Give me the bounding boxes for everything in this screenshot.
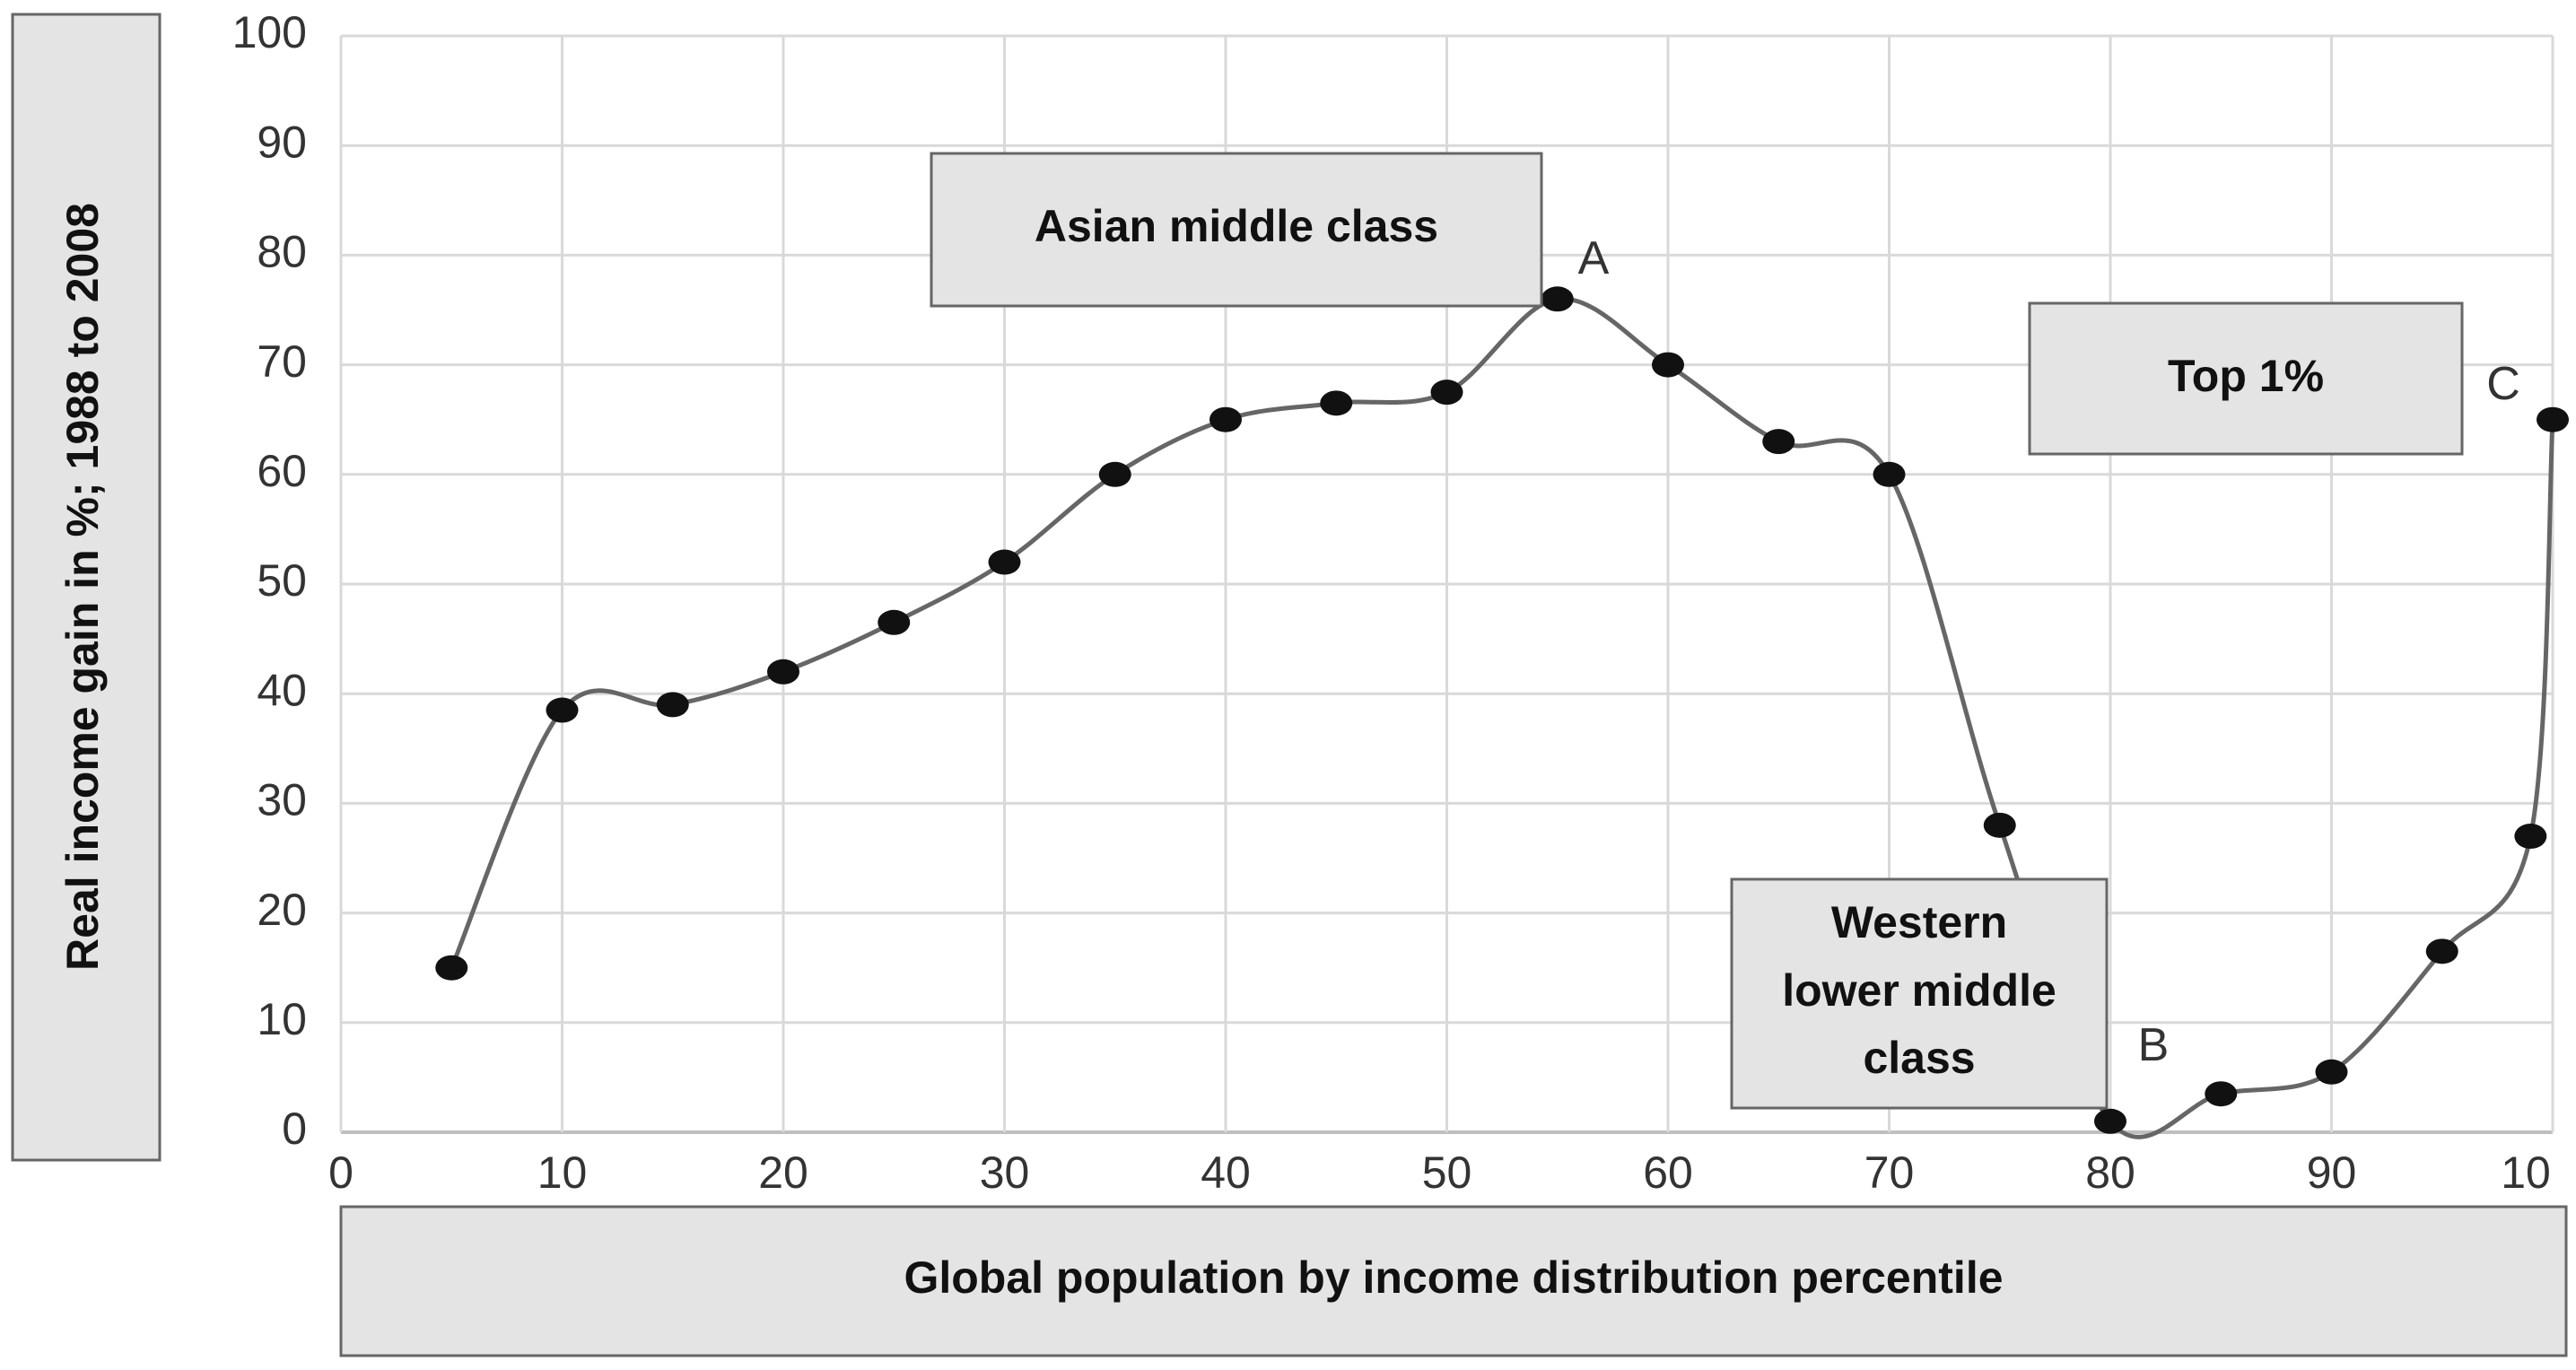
data-point: [988, 549, 1021, 575]
y-axis-title: Real income gain in %; 1988 to 2008: [57, 203, 108, 971]
x-tick-label: 10: [2501, 1147, 2551, 1198]
y-tick-label: 70: [257, 336, 307, 387]
x-tick-label: 70: [1864, 1147, 1915, 1198]
y-tick-label: 30: [257, 775, 307, 825]
y-tick-label: 0: [282, 1104, 307, 1154]
y-tick-label: 40: [257, 665, 307, 715]
data-point: [546, 697, 579, 723]
y-tick-labels: 0 10 20 30 40 50 60 70 80 90 100: [232, 7, 307, 1154]
data-points: [435, 286, 2569, 1134]
x-tick-label: 90: [2307, 1147, 2357, 1198]
y-tick-label: 50: [257, 555, 307, 606]
data-point: [2094, 1108, 2126, 1134]
data-point: [2205, 1081, 2238, 1107]
data-point: [435, 955, 468, 981]
data-point: [1652, 352, 1684, 378]
y-tick-label: 90: [257, 117, 307, 167]
x-axis-title-box: [339, 1205, 2568, 1357]
data-point: [1762, 429, 1795, 455]
data-point: [1430, 380, 1463, 406]
data-point: [1320, 390, 1353, 416]
point-label-a: A: [1578, 232, 1610, 284]
x-tick-label: 40: [1201, 1147, 1251, 1198]
annotation-box-western-lower-middle-class: [1730, 877, 2109, 1110]
annotation-top-1: Top 1%: [2168, 351, 2324, 401]
y-tick-label: 100: [232, 7, 307, 57]
data-point: [1873, 461, 1906, 487]
data-point: [2425, 938, 2458, 964]
y-tick-label: 20: [257, 885, 307, 935]
data-point: [1983, 812, 2016, 838]
data-point: [2537, 406, 2569, 432]
x-tick-labels: 0 10 20 30 40 50 60 70 80 90 10: [328, 1147, 2551, 1198]
x-tick-label: 50: [1422, 1147, 1472, 1198]
data-point: [767, 659, 799, 685]
annotation-box-asian-middle-class: [930, 152, 1543, 308]
x-tick-label: 60: [1643, 1147, 1693, 1198]
x-tick-label: 20: [758, 1147, 808, 1198]
annotation-western-line-1: Western: [1831, 897, 2007, 947]
annotation-western-line-3: class: [1863, 1033, 1975, 1083]
x-tick-label: 30: [980, 1147, 1030, 1198]
x-axis-title: Global population by income distribution…: [904, 1252, 2003, 1303]
data-point: [1098, 461, 1131, 487]
x-tick-label: 10: [537, 1147, 588, 1198]
y-tick-label: 80: [257, 227, 307, 277]
annotation-western-line-2: lower middle: [1782, 965, 2056, 1016]
data-point: [2315, 1059, 2348, 1085]
data-point: [1541, 286, 1574, 312]
data-point: [1209, 406, 1242, 432]
annotation-asian-middle-class: Asian middle class: [1035, 201, 1438, 251]
point-label-b: B: [2138, 1019, 2170, 1071]
y-tick-label: 10: [257, 994, 307, 1044]
x-tick-label: 80: [2085, 1147, 2135, 1198]
data-point: [878, 609, 911, 635]
data-point: [2514, 824, 2547, 850]
point-label-c: C: [2486, 358, 2520, 410]
x-tick-label: 0: [328, 1147, 354, 1198]
annotation-box-top-1: [2028, 301, 2464, 456]
y-axis-title-box: [11, 13, 162, 1162]
data-point: [656, 692, 689, 718]
y-tick-label: 60: [257, 446, 307, 496]
